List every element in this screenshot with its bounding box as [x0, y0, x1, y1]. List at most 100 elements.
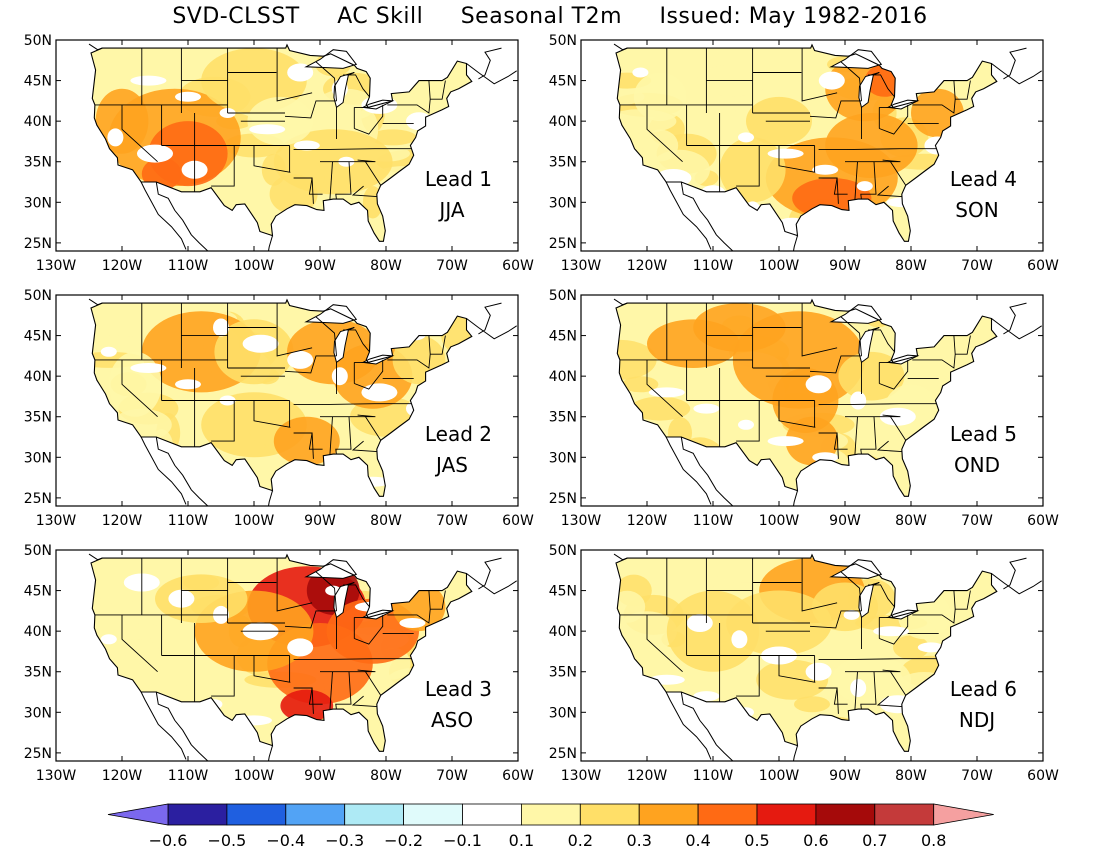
panel-frame: [580, 294, 1044, 507]
lon-tick-label: 90W: [304, 258, 336, 274]
colorbar-swatch: [638, 803, 699, 826]
colorbar-swatch: [344, 803, 405, 826]
lon-tick-label: 60W: [1027, 258, 1059, 274]
colorbar-swatch: [815, 803, 876, 826]
lon-tick-label: 100W: [759, 513, 800, 529]
lon-tick-label: 90W: [829, 513, 861, 529]
colorbar-label: −0.2: [384, 831, 423, 850]
state-borders: [94, 303, 446, 459]
lon-tick-label: 110W: [168, 258, 209, 274]
lon-tick-label: 120W: [102, 258, 143, 274]
lon-tick-label: 60W: [502, 513, 534, 529]
lat-tick-label: 50N: [24, 33, 52, 49]
lat-tick-label: 25N: [24, 746, 52, 762]
lon-tick-label: 130W: [561, 258, 602, 274]
lon-tick-label: 90W: [304, 513, 336, 529]
lead-label: Lead 2: [425, 422, 492, 446]
lat-tick-label: 50N: [549, 33, 577, 49]
season-label: JAS: [434, 453, 468, 477]
colorbar-swatch: [756, 803, 817, 826]
lon-tick-label: 90W: [829, 768, 861, 784]
lon-tick-label: 60W: [502, 258, 534, 274]
lon-tick-label: 120W: [102, 513, 143, 529]
colorbar-label: 0.1: [509, 831, 534, 850]
lat-tick-label: 45N: [549, 584, 577, 600]
lat-tick-label: 30N: [549, 705, 577, 721]
lat-tick-label: 25N: [549, 491, 577, 507]
colorbar-label: −0.4: [266, 831, 305, 850]
lat-tick-label: 30N: [24, 705, 52, 721]
lon-tick-label: 100W: [234, 768, 275, 784]
skill-field: [616, 554, 997, 752]
skill-field: [616, 299, 997, 497]
map-panel-6: 50N 45N 40N 35N 30N 25N 130W 120W 110W 100W 90W 80W…: [549, 543, 1059, 784]
lon-tick-label: 120W: [627, 768, 668, 784]
lat-tick-label: 30N: [24, 195, 52, 211]
panel-frame: [55, 39, 519, 252]
lat-tick-label: 45N: [549, 329, 577, 345]
lon-tick-label: 80W: [895, 513, 927, 529]
outer-coastlines: [88, 298, 517, 507]
lat-tick-label: 25N: [24, 491, 52, 507]
colorbar-swatch: [285, 803, 346, 826]
map-panel-4: 50N 45N 40N 35N 30N 25N 130W 120W 110W 100W 90W 80W…: [549, 288, 1059, 529]
panel-frame: [55, 294, 519, 507]
lon-tick-label: 80W: [895, 258, 927, 274]
outer-coastlines: [88, 43, 517, 252]
lon-tick-label: 110W: [693, 513, 734, 529]
lead-label: Lead 1: [425, 167, 492, 191]
lat-tick-label: 35N: [549, 155, 577, 171]
coastline: [90, 553, 473, 752]
lon-tick-label: 100W: [234, 258, 275, 274]
colorbar-swatch: [579, 803, 640, 826]
colorbar-label: −0.1: [443, 831, 482, 850]
lon-tick-label: 90W: [829, 258, 861, 274]
lat-tick-label: 30N: [24, 450, 52, 466]
coastline: [615, 553, 998, 752]
colorbar-label: 0.8: [921, 831, 946, 850]
lon-tick-label: 110W: [168, 513, 209, 529]
lon-tick-label: 60W: [1027, 513, 1059, 529]
lat-tick-label: 40N: [24, 369, 52, 385]
lon-tick-label: 80W: [370, 768, 402, 784]
lon-tick-label: 80W: [895, 768, 927, 784]
lon-tick-label: 80W: [370, 258, 402, 274]
lead-label: Lead 3: [425, 677, 492, 701]
lon-tick-label: 70W: [961, 258, 993, 274]
lon-tick-label: 60W: [502, 768, 534, 784]
colorbar-swatch: [874, 803, 935, 826]
lon-tick-label: 130W: [36, 258, 77, 274]
colorbar-label: 0.3: [626, 831, 651, 850]
lat-tick-label: 30N: [549, 195, 577, 211]
lead-label: Lead 6: [950, 677, 1017, 701]
lon-tick-label: 70W: [436, 513, 468, 529]
panel-frame: [55, 549, 519, 762]
map-panel-3: 50N 45N 40N 35N 30N 25N 130W 120W 110W 100W 90W 80W…: [24, 288, 534, 529]
lon-tick-label: 100W: [759, 768, 800, 784]
lat-tick-label: 40N: [549, 369, 577, 385]
lon-tick-label: 70W: [436, 768, 468, 784]
coastline: [615, 298, 998, 497]
map-panel-5: 50N 45N 40N 35N 30N 25N 130W 120W 110W 100W 90W 80W…: [24, 543, 534, 784]
season-label: OND: [954, 453, 1000, 477]
season-label: SON: [955, 198, 998, 222]
panel-frame: [580, 549, 1044, 762]
lon-tick-label: 80W: [370, 513, 402, 529]
lat-tick-label: 50N: [24, 288, 52, 304]
outer-coastlines: [88, 553, 517, 762]
lat-tick-label: 40N: [549, 624, 577, 640]
coastline: [615, 43, 998, 242]
lon-tick-label: 110W: [693, 768, 734, 784]
outer-coastlines: [613, 298, 1042, 507]
lat-tick-label: 40N: [24, 114, 52, 130]
colorbar-label: 0.6: [803, 831, 828, 850]
lead-label: Lead 4: [950, 167, 1017, 191]
lat-tick-label: 35N: [549, 410, 577, 426]
lon-tick-label: 110W: [168, 768, 209, 784]
state-borders: [619, 303, 971, 459]
lon-tick-label: 70W: [961, 768, 993, 784]
colorbar-swatch: [403, 803, 463, 826]
lon-tick-label: 120W: [627, 513, 668, 529]
lon-tick-label: 100W: [234, 513, 275, 529]
lon-tick-label: 130W: [561, 513, 602, 529]
